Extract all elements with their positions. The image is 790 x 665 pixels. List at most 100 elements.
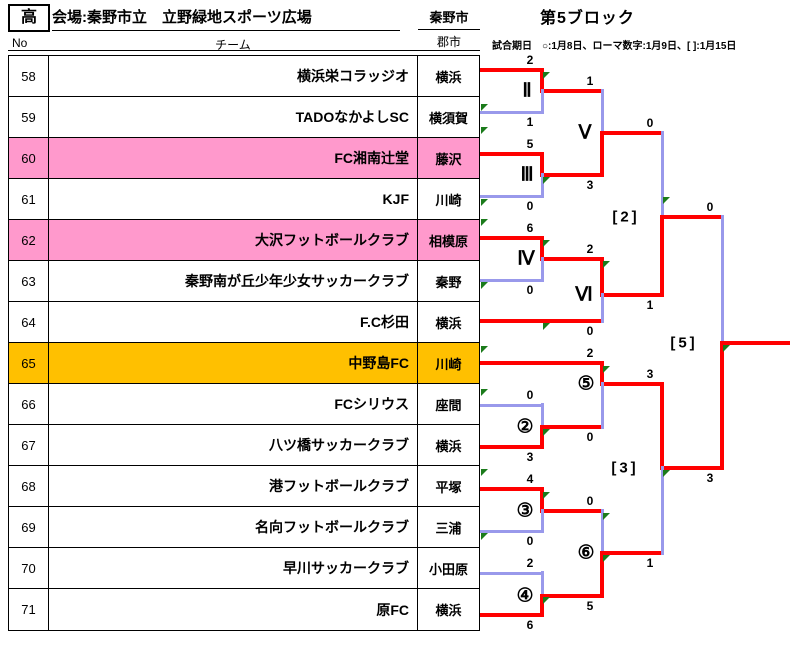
team-city-cell: 川崎 bbox=[435, 356, 462, 372]
match-score: 2 bbox=[586, 346, 594, 360]
loser-line bbox=[540, 509, 544, 533]
winner-line bbox=[480, 236, 544, 240]
winner-line bbox=[480, 445, 544, 449]
loser-line bbox=[480, 571, 544, 575]
venue-title: 会場:秦野市立 立野緑地スポーツ広場 bbox=[52, 6, 400, 31]
winner-line bbox=[722, 341, 790, 345]
match-score: 0 bbox=[526, 388, 534, 402]
match-score: 1 bbox=[646, 556, 654, 570]
team-city-cell: 平塚 bbox=[435, 479, 462, 495]
winner-line bbox=[662, 215, 724, 219]
match-label: Ⅵ bbox=[575, 284, 593, 306]
winner-line bbox=[540, 236, 544, 261]
green-arrow-icon bbox=[603, 513, 610, 520]
loser-line bbox=[660, 131, 664, 219]
winner-line bbox=[542, 257, 604, 261]
match-score: 2 bbox=[586, 242, 594, 256]
winner-line bbox=[542, 509, 604, 513]
match-label: Ⅴ bbox=[578, 122, 592, 144]
loser-line bbox=[480, 403, 544, 407]
team-no-cell: 64 bbox=[9, 302, 49, 342]
team-no-cell: 58 bbox=[9, 56, 49, 96]
loser-line bbox=[600, 293, 604, 323]
loser-line bbox=[660, 466, 664, 555]
green-arrow-icon bbox=[543, 72, 550, 79]
match-score: 1 bbox=[646, 298, 654, 312]
winner-line bbox=[720, 341, 724, 470]
teams-table: 58 横浜栄コラッジオ 横浜 59 TADOなかよしSC 横須賀 60 FC湘南辻堂 藤沢 61 K… bbox=[8, 55, 480, 631]
team-no-cell: 71 bbox=[9, 589, 49, 630]
green-arrow-icon bbox=[543, 429, 550, 436]
winner-line bbox=[480, 487, 544, 491]
table-row: 58 横浜栄コラッジオ 横浜 bbox=[9, 56, 479, 97]
green-arrow-icon bbox=[481, 282, 488, 289]
green-arrow-icon bbox=[663, 197, 670, 204]
header-divider bbox=[8, 50, 480, 51]
team-name-cell: KJF bbox=[49, 179, 418, 219]
block-title: 第5ブロック bbox=[540, 10, 635, 27]
green-arrow-icon bbox=[481, 219, 488, 226]
green-arrow-icon bbox=[543, 323, 550, 330]
column-header-city: 郡市 bbox=[436, 35, 461, 49]
team-name-cell: 中野島FC bbox=[49, 343, 418, 383]
match-label: Ⅱ bbox=[522, 80, 532, 102]
green-arrow-icon bbox=[543, 492, 550, 499]
table-row: 65 中野島FC 川崎 bbox=[9, 343, 479, 384]
winner-line bbox=[480, 152, 544, 156]
match-score: 5 bbox=[526, 137, 534, 151]
loser-line bbox=[480, 278, 544, 282]
winner-line bbox=[602, 551, 664, 555]
table-row: 64 F.C杉田 横浜 bbox=[9, 302, 479, 343]
table-row: 68 港フットボールクラブ 平塚 bbox=[9, 466, 479, 507]
winner-line bbox=[542, 173, 604, 177]
table-row: 63 秦野南が丘少年少女サッカークラブ 秦野 bbox=[9, 261, 479, 302]
green-arrow-icon bbox=[663, 470, 670, 477]
table-row: 71 原FC 横浜 bbox=[9, 589, 479, 630]
loser-line bbox=[540, 257, 544, 282]
match-score: 3 bbox=[646, 367, 654, 381]
match-score: 0 bbox=[586, 430, 594, 444]
winner-line bbox=[602, 131, 664, 135]
team-no-cell: 60 bbox=[9, 138, 49, 178]
match-score: 6 bbox=[526, 618, 534, 632]
match-score: 0 bbox=[706, 200, 714, 214]
team-name-cell: F.C杉田 bbox=[49, 302, 418, 342]
category-badge: 高 bbox=[8, 4, 50, 32]
winner-line bbox=[540, 68, 544, 93]
loser-line bbox=[480, 194, 544, 198]
loser-line bbox=[480, 529, 544, 533]
team-name-cell: TADOなかよしSC bbox=[49, 97, 418, 137]
match-score: 0 bbox=[526, 534, 534, 548]
winner-line bbox=[542, 89, 604, 93]
team-city-cell: 横浜 bbox=[435, 438, 462, 454]
winner-line bbox=[480, 68, 544, 72]
table-row: 67 八ツ橋サッカークラブ 横浜 bbox=[9, 425, 479, 466]
team-no-cell: 63 bbox=[9, 261, 49, 301]
winner-line bbox=[602, 293, 664, 297]
match-score: 1 bbox=[526, 115, 534, 129]
team-name-cell: 早川サッカークラブ bbox=[49, 548, 418, 588]
winner-line bbox=[602, 382, 664, 386]
team-city-cell: 横浜 bbox=[435, 315, 462, 331]
column-header-no: No bbox=[12, 36, 28, 50]
team-name-cell: 八ツ橋サッカークラブ bbox=[49, 425, 418, 465]
green-arrow-icon bbox=[543, 177, 550, 184]
winner-line bbox=[540, 594, 544, 617]
match-score: 0 bbox=[526, 283, 534, 297]
match-label: ③ bbox=[516, 500, 534, 522]
winner-line bbox=[660, 215, 664, 297]
winner-line bbox=[600, 551, 604, 598]
team-name-cell: FC湘南辻堂 bbox=[49, 138, 418, 178]
match-score: 1 bbox=[586, 74, 594, 88]
winner-line bbox=[660, 382, 664, 470]
table-row: 69 名向フットボールクラブ 三浦 bbox=[9, 507, 479, 548]
green-arrow-icon bbox=[603, 366, 610, 373]
loser-line bbox=[540, 403, 544, 429]
match-score: 4 bbox=[526, 472, 534, 486]
team-name-cell: FCシリウス bbox=[49, 384, 418, 424]
match-label: Ⅲ bbox=[520, 164, 534, 186]
table-row: 61 KJF 川崎 bbox=[9, 179, 479, 220]
match-score: 3 bbox=[586, 178, 594, 192]
green-arrow-icon bbox=[603, 261, 610, 268]
